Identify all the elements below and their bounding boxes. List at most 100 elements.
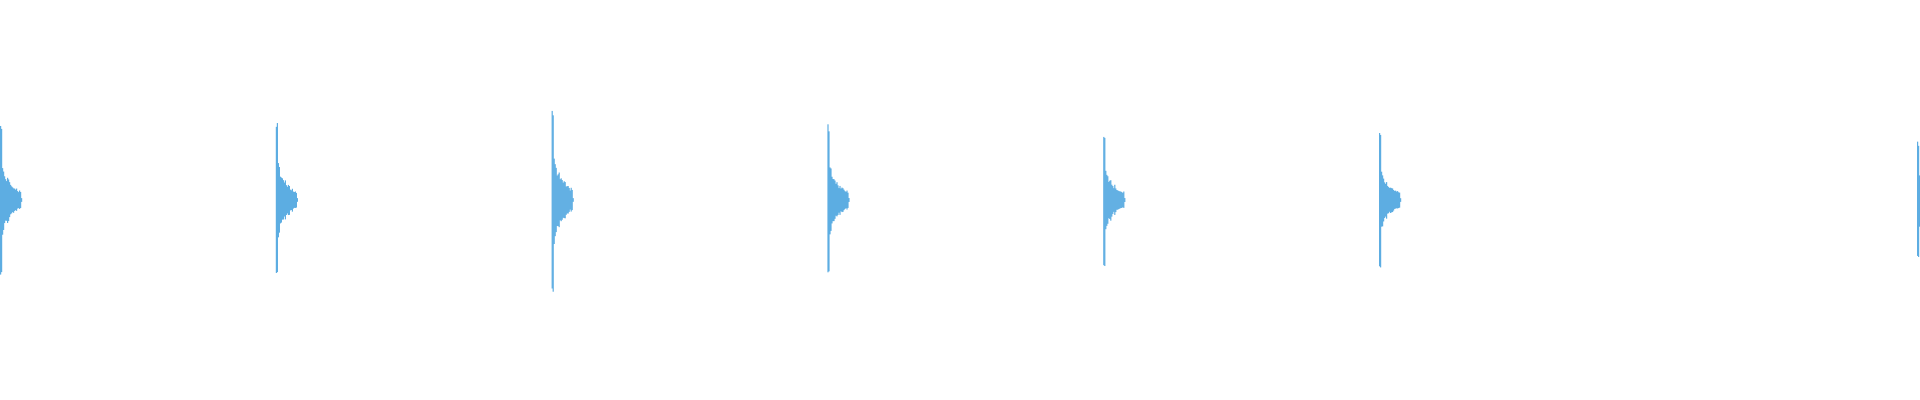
waveform-sample <box>1119 191 1121 209</box>
waveform-sample <box>551 110 553 289</box>
waveform-sample <box>1385 183 1387 217</box>
waveform-sample <box>838 188 840 213</box>
waveform-sample <box>834 180 836 219</box>
waveform-sample <box>287 184 289 216</box>
waveform-sample <box>837 185 839 215</box>
waveform-sample <box>564 182 566 219</box>
waveform-sample <box>0 125 2 275</box>
waveform-sample <box>554 164 556 237</box>
waveform-sample <box>1108 181 1110 219</box>
waveform-sample <box>277 163 279 238</box>
waveform-sample <box>1109 180 1111 219</box>
waveform-sample <box>5 179 7 221</box>
waveform-sample <box>1118 191 1120 210</box>
waveform-sample <box>292 191 294 209</box>
waveform-sample <box>1918 145 1920 257</box>
waveform-sample <box>1114 184 1116 215</box>
waveform-sample <box>1107 176 1109 224</box>
waveform-sample <box>847 192 849 208</box>
waveform-sample <box>848 198 850 202</box>
waveform-sample <box>567 186 569 214</box>
waveform-sample <box>1116 190 1118 210</box>
waveform-sample <box>1393 189 1395 211</box>
waveform-sample <box>1382 175 1384 227</box>
waveform-burst <box>275 123 298 273</box>
waveform-sample <box>1113 188 1115 212</box>
waveform-sample <box>290 190 292 211</box>
waveform-sample <box>284 180 286 220</box>
waveform-sample <box>1122 192 1124 208</box>
waveform-sample <box>552 115 554 292</box>
waveform-sample <box>7 177 9 223</box>
waveform-sample <box>1104 137 1106 267</box>
waveform-sample <box>1397 191 1399 209</box>
waveform-sample <box>555 167 557 233</box>
waveform-sample <box>1395 190 1397 209</box>
waveform-sample <box>282 180 284 220</box>
waveform-sample <box>9 182 11 218</box>
waveform-sample <box>296 198 298 202</box>
waveform-burst <box>0 125 23 275</box>
waveform-burst <box>1103 136 1126 267</box>
waveform-sample <box>565 186 567 215</box>
waveform-sample <box>557 174 559 227</box>
waveform-sample <box>291 188 293 212</box>
waveform-sample <box>1388 187 1390 214</box>
waveform-sample <box>1380 134 1382 268</box>
waveform-sample <box>19 190 21 209</box>
waveform-sample <box>17 191 19 209</box>
waveform-sample <box>1112 186 1114 214</box>
waveform-burst <box>827 124 850 273</box>
waveform-sample <box>1391 188 1393 213</box>
waveform-sample <box>1115 188 1117 213</box>
waveform-sample <box>835 183 837 216</box>
waveform-sample <box>1386 182 1388 219</box>
waveform-sample <box>275 126 277 273</box>
waveform-sample <box>563 181 565 219</box>
waveform-sample <box>1106 174 1108 226</box>
waveform-sample <box>559 179 561 221</box>
waveform-sample <box>566 186 568 214</box>
waveform-sample <box>553 158 555 245</box>
waveform-sample <box>570 187 572 212</box>
waveform-burst <box>1379 133 1402 268</box>
waveform-sample <box>18 192 20 209</box>
waveform-sample <box>278 166 280 233</box>
waveform-sample <box>3 171 5 230</box>
waveform-sample <box>1124 198 1126 202</box>
waveform-sample <box>1396 191 1398 209</box>
waveform-sample <box>833 179 835 222</box>
waveform-sample <box>1103 136 1105 266</box>
waveform-sample <box>12 187 14 213</box>
waveform-sample <box>829 167 831 235</box>
waveform-sample <box>832 179 834 222</box>
waveform-sample <box>562 182 564 218</box>
waveform-sample <box>288 186 290 215</box>
waveform-sample <box>1387 185 1389 214</box>
waveform-sample <box>828 131 830 272</box>
waveform-sample <box>289 189 291 211</box>
waveform-sample <box>842 188 844 212</box>
waveform-sample <box>294 191 296 208</box>
waveform-sample <box>568 187 570 212</box>
waveform-sample <box>571 189 573 211</box>
waveform-sample <box>1399 192 1401 208</box>
waveform-sample <box>569 190 571 210</box>
waveform-sample <box>840 188 842 212</box>
waveform-sample <box>14 188 16 211</box>
waveform-sample <box>1121 192 1123 208</box>
waveform-sample <box>572 198 574 202</box>
waveform-sample <box>560 178 562 222</box>
waveform-sample <box>1111 184 1113 217</box>
waveform-sample <box>841 187 843 213</box>
waveform-sample <box>1123 191 1125 208</box>
waveform-sample <box>836 182 838 217</box>
waveform-sample <box>16 188 18 211</box>
waveform-sample <box>561 180 563 220</box>
waveform-sample <box>4 176 6 224</box>
waveform-sample <box>839 185 841 215</box>
waveform-sample <box>1105 170 1107 230</box>
waveform-sample <box>1384 182 1386 219</box>
waveform-sample <box>1917 141 1919 256</box>
waveform-sample <box>1392 188 1394 213</box>
